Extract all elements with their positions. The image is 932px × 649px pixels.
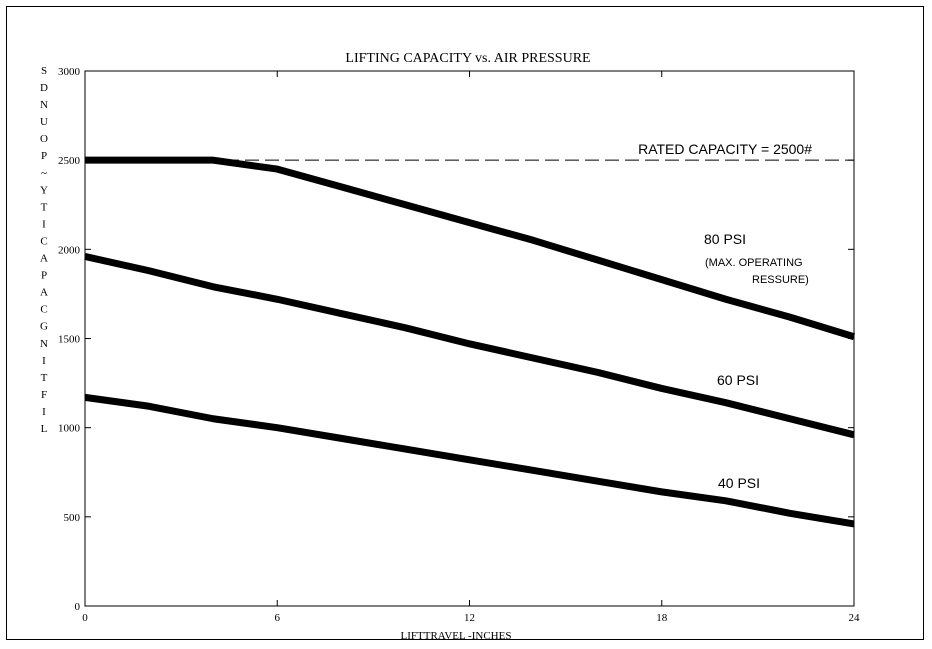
y-tick-label: 2500 — [58, 155, 81, 167]
y-axis-label-letter: Y — [40, 184, 48, 196]
y-axis-label-letter: C — [40, 304, 47, 316]
y-axis-label-letter: C — [40, 235, 47, 247]
y-axis-label-letter: G — [40, 321, 48, 333]
annotation-80-psi-note-1: (MAX. OPERATING — [705, 257, 803, 269]
y-tick-label: 1000 — [58, 423, 81, 435]
y-tick-label: 1500 — [58, 334, 81, 346]
annotation-80-psi: 80 PSI — [704, 231, 746, 247]
y-tick-label: 500 — [64, 512, 81, 524]
y-axis-label-letter: N — [40, 338, 48, 350]
annotation-80-psi-note-2: RESSURE) — [752, 274, 809, 286]
x-tick-label: 6 — [275, 612, 281, 624]
y-axis-label-letter: P — [41, 270, 47, 282]
y-axis-label-letter: ~ — [41, 167, 47, 179]
x-tick-label: 0 — [82, 612, 88, 624]
y-axis-label-letter: T — [41, 201, 48, 213]
y-axis-label-letter: D — [40, 82, 48, 94]
series-lines — [84, 156, 856, 528]
y-axis-label-letter: I — [42, 355, 46, 367]
x-tick-label: 18 — [656, 612, 668, 624]
y-axis-label-letter: I — [42, 406, 46, 418]
y-tick-label: 3000 — [58, 66, 81, 78]
x-axis-label: LIFTTRAVEL -INCHES — [401, 630, 512, 642]
y-axis-label-letter: I — [42, 218, 46, 230]
y-axis-label-letter: F — [41, 389, 47, 401]
series-line-80-psi — [85, 156, 856, 341]
y-tick-label: 2000 — [58, 244, 81, 256]
y-axis-label-letter: N — [40, 99, 48, 111]
y-axis-label-letter: L — [41, 423, 48, 435]
annotation-60-psi: 60 PSI — [717, 372, 759, 388]
series-line-40-psi — [84, 393, 855, 528]
y-axis-label-letter: A — [40, 287, 48, 299]
y-axis-label-letter: A — [40, 253, 48, 265]
y-tick-label: 0 — [75, 601, 81, 613]
y-axis-label-letter: U — [40, 116, 48, 128]
rated-capacity-label: RATED CAPACITY = 2500# — [638, 141, 812, 157]
ticks: 0 6 12 18 24 0 500 1000 1500 2000 2500 3000 — [58, 66, 860, 624]
x-tick-label: 24 — [849, 612, 861, 624]
x-tick-label: 12 — [464, 612, 475, 624]
chart-title: LIFTING CAPACITY vs. AIR PRESSURE — [345, 51, 590, 66]
y-axis-label-letter: O — [40, 133, 48, 145]
y-axis-label-letter: S — [41, 65, 47, 77]
annotation-40-psi: 40 PSI — [718, 475, 760, 491]
y-axis-label-letter: P — [41, 150, 47, 162]
y-axis-label-letter: T — [41, 372, 48, 384]
chart-frame — [6, 6, 924, 640]
series-line-60-psi — [84, 253, 855, 439]
